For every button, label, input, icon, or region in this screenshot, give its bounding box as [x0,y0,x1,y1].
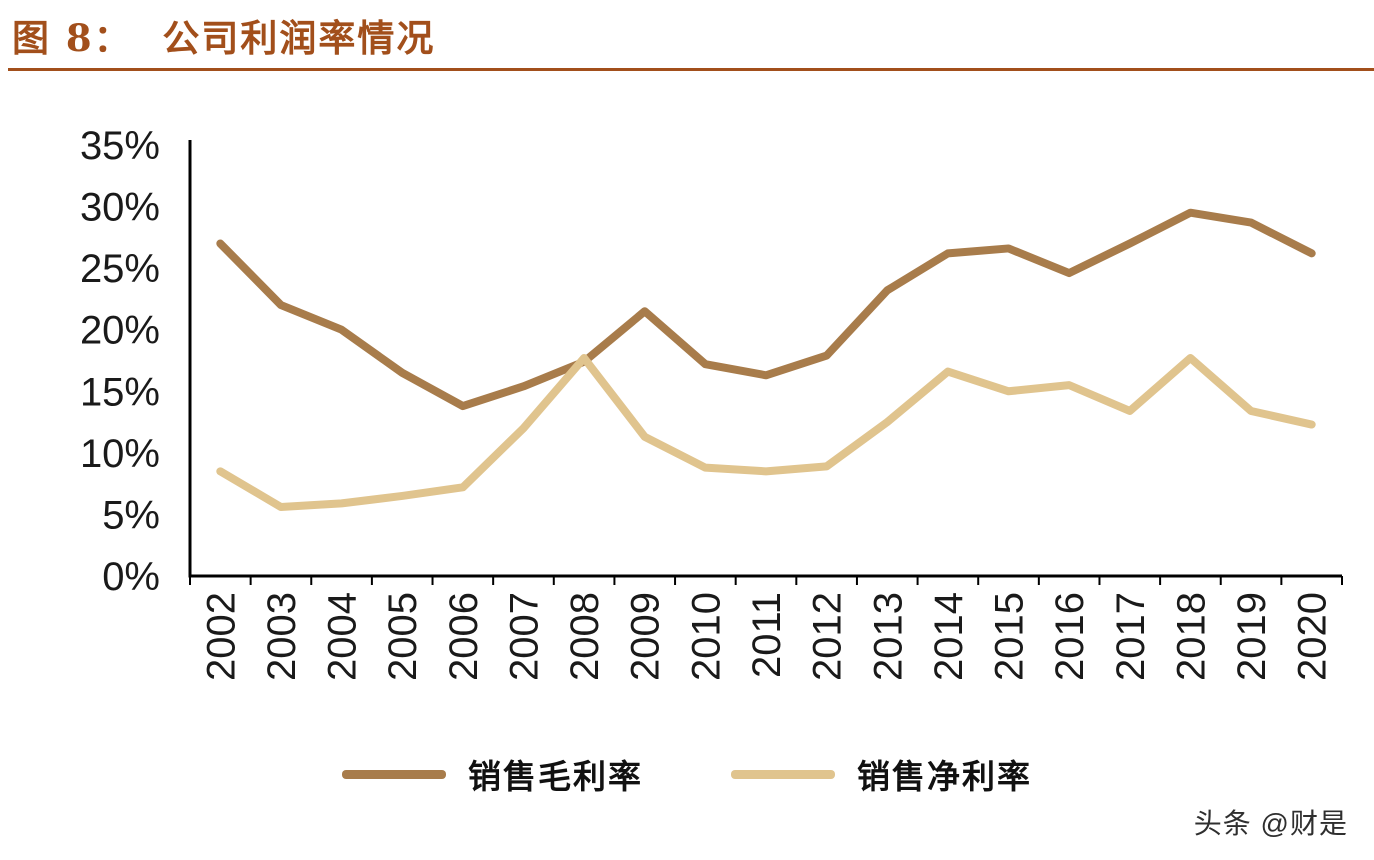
x-tick-label: 2003 [260,592,304,681]
y-tick-label: 30% [80,186,160,230]
x-tick-label: 2011 [745,592,789,678]
x-tick-label: 2013 [866,592,910,681]
y-tick-label: 20% [80,309,160,353]
gross-margin-line-swatch [342,769,446,779]
chart-legend: 销售毛利率 销售净利率 [0,750,1374,798]
x-tick-label: 2002 [199,592,243,681]
x-tick-label: 2016 [1048,592,1092,681]
x-tick-label: 2007 [502,592,546,681]
legend-label-gross-margin: 销售毛利率 [468,757,643,796]
x-tick-label: 2006 [442,592,486,681]
figure-title: 图 8： 公司利润率情况 [12,16,436,60]
x-tick-label: 2015 [988,592,1032,681]
y-tick-label: 35% [80,124,160,168]
y-tick-label: 25% [80,247,160,291]
x-tick-label: 2010 [684,592,728,681]
y-tick-label: 10% [80,432,160,476]
x-tick-label: 2018 [1169,592,1213,681]
legend-label-net-margin: 销售净利率 [857,757,1032,796]
net-margin-line-swatch [731,769,835,779]
watermark-text: 头条 @财是 [1193,808,1348,839]
y-tick-label: 5% [102,493,160,537]
y-tick-label: 0% [102,555,160,599]
x-tick-label: 2017 [1109,592,1153,681]
x-tick-label: 2012 [806,592,850,681]
y-tick-label: 15% [80,370,160,414]
x-tick-label: 2004 [321,592,365,681]
legend-item-net-margin: 销售净利率 [731,750,1032,798]
legend-item-gross-margin: 销售毛利率 [342,750,643,798]
title-divider [8,68,1374,71]
x-tick-label: 2008 [563,592,607,681]
x-tick-label: 2014 [927,592,971,681]
x-tick-label: 2019 [1230,592,1274,681]
x-tick-label: 2005 [381,592,425,681]
series-line-销售毛利率 [216,208,1316,411]
x-tick-label: 2020 [1291,592,1335,681]
series-line-销售净利率 [216,354,1316,512]
x-tick-label: 2009 [624,592,668,681]
